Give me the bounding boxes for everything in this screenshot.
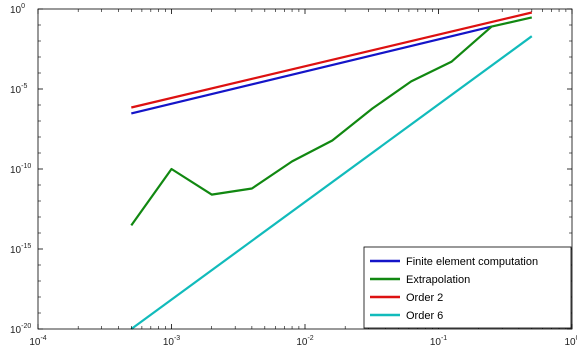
tick-base: 10 bbox=[430, 337, 442, 348]
tick-exponent: 0 bbox=[576, 335, 577, 342]
tick-base: 10 bbox=[163, 337, 175, 348]
y-tick-label: 10-5 bbox=[10, 83, 27, 96]
tick-base: 10 bbox=[296, 337, 308, 348]
x-tick-labels: 10-410-310-210-1100 bbox=[29, 335, 577, 348]
tick-exponent: -1 bbox=[441, 335, 447, 342]
y-tick-label: 10-20 bbox=[10, 323, 31, 336]
y-tick-label: 10-15 bbox=[10, 243, 31, 256]
tick-exponent: -3 bbox=[174, 335, 180, 342]
plot-lines bbox=[130, 11, 533, 330]
tick-base: 10 bbox=[10, 85, 22, 96]
tick-exponent: -4 bbox=[40, 335, 46, 342]
tick-base: 10 bbox=[564, 337, 576, 348]
tick-base: 10 bbox=[10, 325, 22, 336]
tick-exponent: -20 bbox=[21, 323, 31, 330]
x-tick-label: 10-3 bbox=[163, 335, 180, 348]
legend: Finite element computation Extrapolation O… bbox=[363, 246, 572, 329]
series-line-order-6 bbox=[130, 35, 533, 330]
x-tick-label: 10-2 bbox=[296, 335, 313, 348]
tick-base: 10 bbox=[10, 5, 22, 16]
legend-label: Order 6 bbox=[406, 310, 443, 322]
series-line-extrapolation bbox=[130, 16, 533, 227]
tick-base: 10 bbox=[10, 245, 22, 256]
tick-exponent: -15 bbox=[21, 243, 31, 250]
y-tick-label: 10-10 bbox=[10, 163, 31, 176]
legend-label: Extrapolation bbox=[406, 274, 470, 286]
y-tick-label: 100 bbox=[10, 3, 25, 16]
tick-base: 10 bbox=[29, 337, 41, 348]
tick-exponent: -2 bbox=[307, 335, 313, 342]
x-tick-label: 10-4 bbox=[29, 335, 46, 348]
x-tick-label: 100 bbox=[564, 335, 577, 348]
x-tick-label: 10-1 bbox=[430, 335, 447, 348]
legend-label: Order 2 bbox=[406, 292, 443, 304]
tick-base: 10 bbox=[10, 165, 22, 176]
tick-exponent: 0 bbox=[21, 3, 25, 10]
tick-exponent: -5 bbox=[21, 83, 27, 90]
tick-exponent: -10 bbox=[21, 163, 31, 170]
series-line-finite-element-computation bbox=[131, 25, 492, 115]
series-line-order-2 bbox=[131, 11, 533, 109]
legend-label: Finite element computation bbox=[406, 256, 538, 268]
